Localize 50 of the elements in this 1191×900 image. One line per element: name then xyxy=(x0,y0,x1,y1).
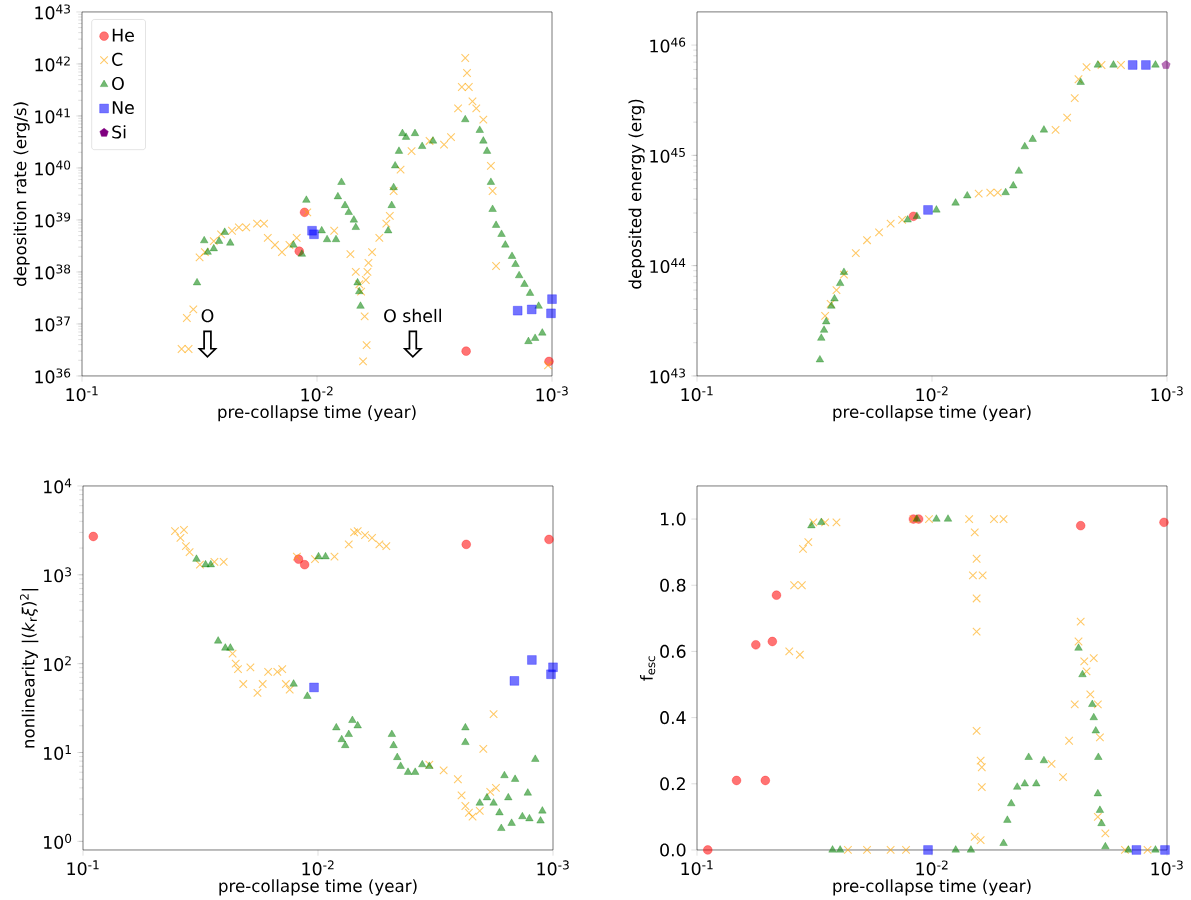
y-axis-title: deposition rate (erg/s) xyxy=(13,102,30,287)
x-tick-label: 10$^{-3}$ xyxy=(1151,386,1183,402)
x-tick-label: 10$^{-1}$ xyxy=(681,860,713,876)
y-axis-title: deposited energy (erg) xyxy=(628,99,645,289)
x-tick-label: 10$^{-2}$ xyxy=(916,386,948,402)
y-tick-label: 10$^{39}$ xyxy=(35,212,71,228)
y-tick-label: 0.6 xyxy=(660,644,686,658)
y-tick-label: 10$^{40}$ xyxy=(35,160,71,176)
y-tick-label: 10$^{1}$ xyxy=(44,745,71,760)
x-axis-title: pre-collapse time (year) xyxy=(833,879,1031,896)
x-tick-label: 10$^{-2}$ xyxy=(301,386,333,402)
y-tick-label: 0.8 xyxy=(660,578,686,592)
y-tick-label: 10$^{41}$ xyxy=(35,108,70,124)
x-tick-label: 10$^{-2}$ xyxy=(916,860,948,876)
x-tick-label: 10$^{-1}$ xyxy=(67,860,99,876)
x-tick-label: 10$^{-1}$ xyxy=(66,386,98,402)
x-axis-title: pre-collapse time (year) xyxy=(219,879,417,896)
x-tick-label: 10$^{-3}$ xyxy=(1151,860,1183,876)
y-tick-label: 10$^{42}$ xyxy=(35,56,70,72)
x-tick-label: 10$^{-3}$ xyxy=(536,386,568,402)
annotation: O xyxy=(201,309,214,323)
y-tick-label: 10$^{43}$ xyxy=(35,4,70,20)
y-tick-label: 10$^{45}$ xyxy=(650,147,685,163)
y-tick-label: 10$^{44}$ xyxy=(650,258,686,274)
y-tick-label: 10$^{38}$ xyxy=(35,264,71,280)
y-tick-label: 10$^{0}$ xyxy=(44,833,72,849)
y-tick-label: 0.4 xyxy=(660,711,686,725)
y-tick-label: 10$^{46}$ xyxy=(650,37,686,53)
y-tick-label: 1.0 xyxy=(660,512,686,526)
y-axis-title: nonlinearity |(k$_{r}$ξ)$^{2}$| xyxy=(19,589,39,748)
y-tick-label: 10$^{43}$ xyxy=(650,368,685,384)
y-tick-label: 10$^{4}$ xyxy=(44,478,72,494)
y-tick-label: 0.2 xyxy=(660,777,685,791)
y-axis-title: f$_{esc}$ xyxy=(639,656,656,681)
legend-label: He xyxy=(112,28,134,42)
legend-label: O xyxy=(112,77,124,91)
legend-label: Si xyxy=(112,125,126,139)
x-tick-label: 10$^{-2}$ xyxy=(302,860,334,876)
y-tick-label: 0.0 xyxy=(660,843,686,857)
y-tick-label: 10$^{37}$ xyxy=(35,316,70,332)
x-tick-label: 10$^{-3}$ xyxy=(537,860,569,876)
legend-label: C xyxy=(112,52,123,66)
y-tick-label: 10$^{3}$ xyxy=(44,567,71,583)
legend-label: Ne xyxy=(112,101,134,115)
x-tick-label: 10$^{-1}$ xyxy=(681,386,713,402)
x-axis-title: pre-collapse time (year) xyxy=(218,405,416,422)
annotation: O shell xyxy=(384,308,441,323)
y-tick-label: 10$^{2}$ xyxy=(44,656,71,672)
y-tick-label: 10$^{36}$ xyxy=(35,368,71,384)
x-axis-title: pre-collapse time (year) xyxy=(833,405,1031,422)
